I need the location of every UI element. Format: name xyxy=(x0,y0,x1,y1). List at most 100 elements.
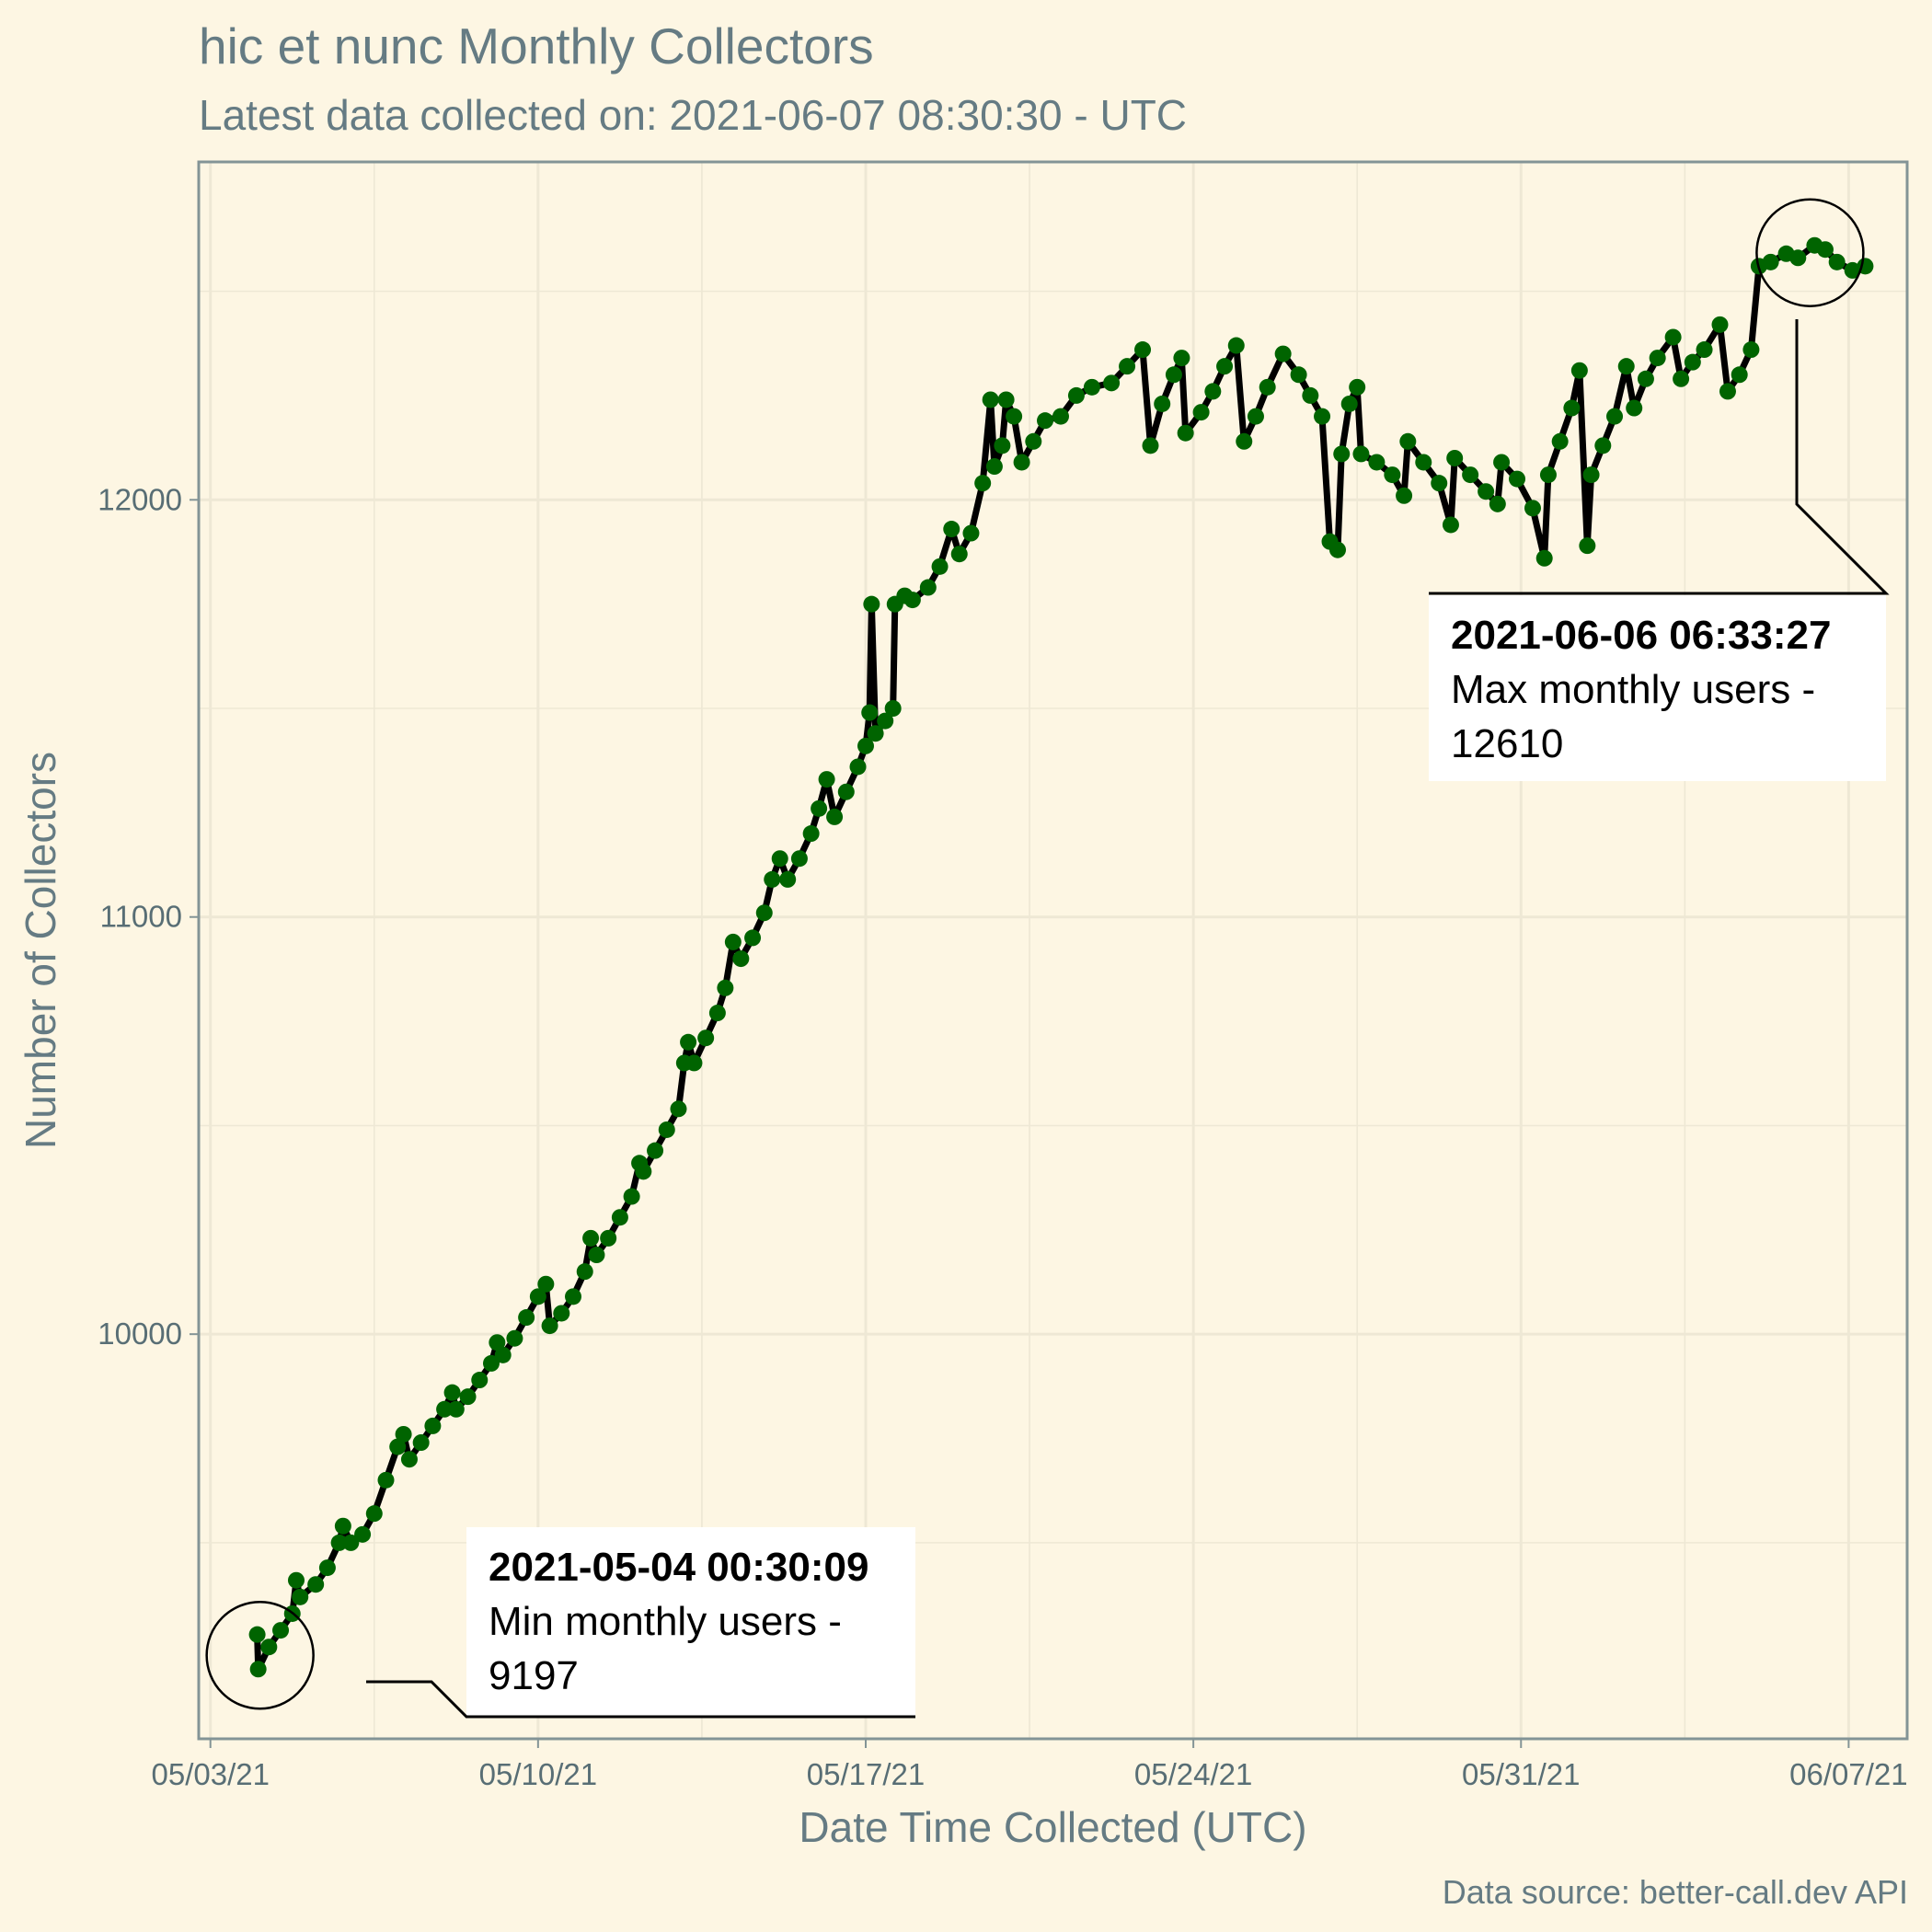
data-point xyxy=(779,870,797,888)
data-point xyxy=(1134,341,1152,359)
data-point xyxy=(732,950,750,968)
max-highlight-circle xyxy=(1755,198,1865,307)
data-point xyxy=(994,437,1011,454)
x-tick-label: 06/07/21 xyxy=(1789,1757,1907,1791)
data-point xyxy=(1352,445,1370,463)
data-point xyxy=(1274,345,1292,362)
data-point xyxy=(436,1400,454,1418)
data-point xyxy=(1711,316,1729,333)
annotation-value: 12610 xyxy=(1451,721,1563,766)
data-point xyxy=(342,1534,360,1551)
data-point xyxy=(1013,454,1030,471)
annotation-timestamp: 2021-06-06 06:33:27 xyxy=(1451,613,1831,658)
data-point xyxy=(884,700,902,718)
data-point xyxy=(1067,386,1085,404)
data-point xyxy=(755,904,773,922)
data-point xyxy=(863,595,880,613)
chart-title: hic et nunc Monthly Collectors xyxy=(199,17,874,75)
data-point xyxy=(482,1354,500,1372)
data-point xyxy=(582,1229,600,1247)
data-point xyxy=(997,391,1015,408)
data-point xyxy=(1314,408,1331,425)
data-point xyxy=(611,1209,628,1226)
data-point xyxy=(1617,358,1635,375)
data-point xyxy=(931,558,949,575)
x-axis-title: Date Time Collected (UTC) xyxy=(799,1803,1306,1851)
data-point xyxy=(985,458,1003,476)
data-point xyxy=(1524,500,1541,517)
data-point xyxy=(1719,383,1736,400)
data-point xyxy=(553,1305,570,1322)
data-point xyxy=(903,592,921,609)
data-point xyxy=(861,704,879,721)
data-point xyxy=(334,1517,351,1535)
data-point xyxy=(1236,432,1253,450)
data-point xyxy=(1302,386,1319,404)
data-point xyxy=(537,1275,555,1293)
data-point xyxy=(565,1288,582,1305)
data-point xyxy=(1431,475,1448,492)
data-point xyxy=(623,1188,640,1205)
data-point xyxy=(1664,328,1682,346)
data-point xyxy=(1478,483,1495,500)
data-point xyxy=(443,1384,461,1401)
data-point xyxy=(670,1100,687,1118)
data-point xyxy=(1442,516,1459,534)
data-point xyxy=(1446,449,1464,466)
data-point xyxy=(1349,378,1366,396)
data-point xyxy=(1037,412,1054,430)
data-point xyxy=(697,1029,715,1047)
max-leader-line xyxy=(1429,319,1890,595)
data-point xyxy=(1579,537,1596,555)
data-point xyxy=(272,1622,290,1639)
data-point xyxy=(1204,383,1222,400)
data-point xyxy=(1368,454,1386,471)
data-point xyxy=(849,758,867,776)
data-point xyxy=(1216,358,1234,375)
data-point xyxy=(292,1588,309,1605)
data-point xyxy=(790,850,808,868)
x-tick-label: 05/31/21 xyxy=(1462,1757,1580,1791)
data-point xyxy=(1025,432,1042,450)
data-point xyxy=(1333,445,1351,463)
data-point xyxy=(600,1229,617,1247)
data-point xyxy=(541,1317,558,1335)
data-point xyxy=(744,929,762,947)
data-point xyxy=(837,783,855,800)
data-point xyxy=(248,1626,266,1643)
data-point xyxy=(330,1534,348,1551)
data-point xyxy=(1509,470,1526,488)
data-point xyxy=(1816,241,1834,259)
data-point xyxy=(365,1505,383,1523)
data-point xyxy=(1340,395,1358,412)
annotation-text: Max monthly users - xyxy=(1451,667,1815,712)
data-point xyxy=(1052,408,1069,425)
data-point xyxy=(518,1309,535,1327)
chart-subtitle: Latest data collected on: 2021-06-07 08:… xyxy=(199,91,1188,139)
data-point xyxy=(826,808,844,825)
data-point xyxy=(1489,495,1506,512)
data-point xyxy=(1173,350,1190,367)
annotation-text: Min monthly users - xyxy=(489,1599,842,1644)
data-point xyxy=(1103,374,1121,392)
data-point xyxy=(459,1388,477,1406)
data-point xyxy=(354,1525,372,1543)
data-point xyxy=(1415,454,1432,471)
data-point xyxy=(447,1400,465,1418)
data-point xyxy=(494,1346,512,1363)
data-point xyxy=(982,391,999,408)
x-tick-label: 05/10/21 xyxy=(479,1757,597,1791)
data-point xyxy=(1493,454,1511,471)
data-point xyxy=(307,1576,325,1593)
data-point xyxy=(506,1329,523,1347)
data-point xyxy=(943,521,960,538)
panel-border xyxy=(197,160,1909,1741)
data-point xyxy=(708,1005,726,1022)
data-point xyxy=(1247,408,1264,425)
data-point xyxy=(249,1661,267,1678)
data-point xyxy=(576,1263,593,1281)
data-point xyxy=(1329,541,1346,558)
y-tick-label: 11000 xyxy=(100,900,182,934)
data-point xyxy=(1649,350,1666,367)
